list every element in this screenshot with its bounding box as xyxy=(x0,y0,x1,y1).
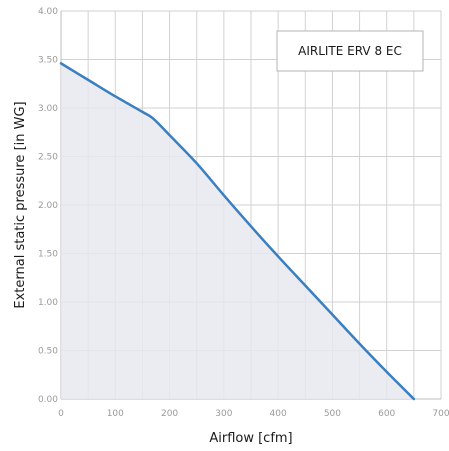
x-tick-label: 200 xyxy=(161,409,178,419)
y-axis-title: External static pressure [in WG] xyxy=(13,101,28,308)
x-tick-labels: 0 100 200 300 400 500 600 700 xyxy=(58,409,449,419)
y-tick-label: 4.00 xyxy=(38,7,58,17)
legend-series-name: AIRLITE ERV 8 EC xyxy=(298,44,402,58)
series-line xyxy=(59,62,416,401)
legend-frame xyxy=(276,30,424,72)
x-tick-label: 0 xyxy=(58,409,64,419)
x-tick-label: 300 xyxy=(215,409,232,419)
x-tick-label: 400 xyxy=(270,409,287,419)
x-tick-label: 700 xyxy=(432,409,449,419)
y-tick-label: 0.00 xyxy=(38,395,58,405)
y-tick-label: 0.50 xyxy=(38,347,58,357)
legend-box: AIRLITE ERV 8 EC xyxy=(276,30,424,72)
y-tick-label: 2.00 xyxy=(38,201,58,211)
x-tick-label: 100 xyxy=(107,409,124,419)
y-tick-label: 2.50 xyxy=(38,153,58,163)
y-tick-label: 1.50 xyxy=(38,250,58,260)
x-tick-label: 600 xyxy=(378,409,395,419)
y-tick-labels: 0.00 0.50 1.00 1.50 2.00 2.50 3.00 3.50 4.00 xyxy=(38,7,58,405)
y-tick-label: 3.50 xyxy=(38,56,58,66)
y-tick-label: 1.00 xyxy=(38,298,58,308)
x-axis-title: Airflow [cfm] xyxy=(209,431,292,446)
x-tick-label: 500 xyxy=(324,409,341,419)
y-tick-label: 3.00 xyxy=(38,104,58,114)
area-fill xyxy=(61,63,414,399)
